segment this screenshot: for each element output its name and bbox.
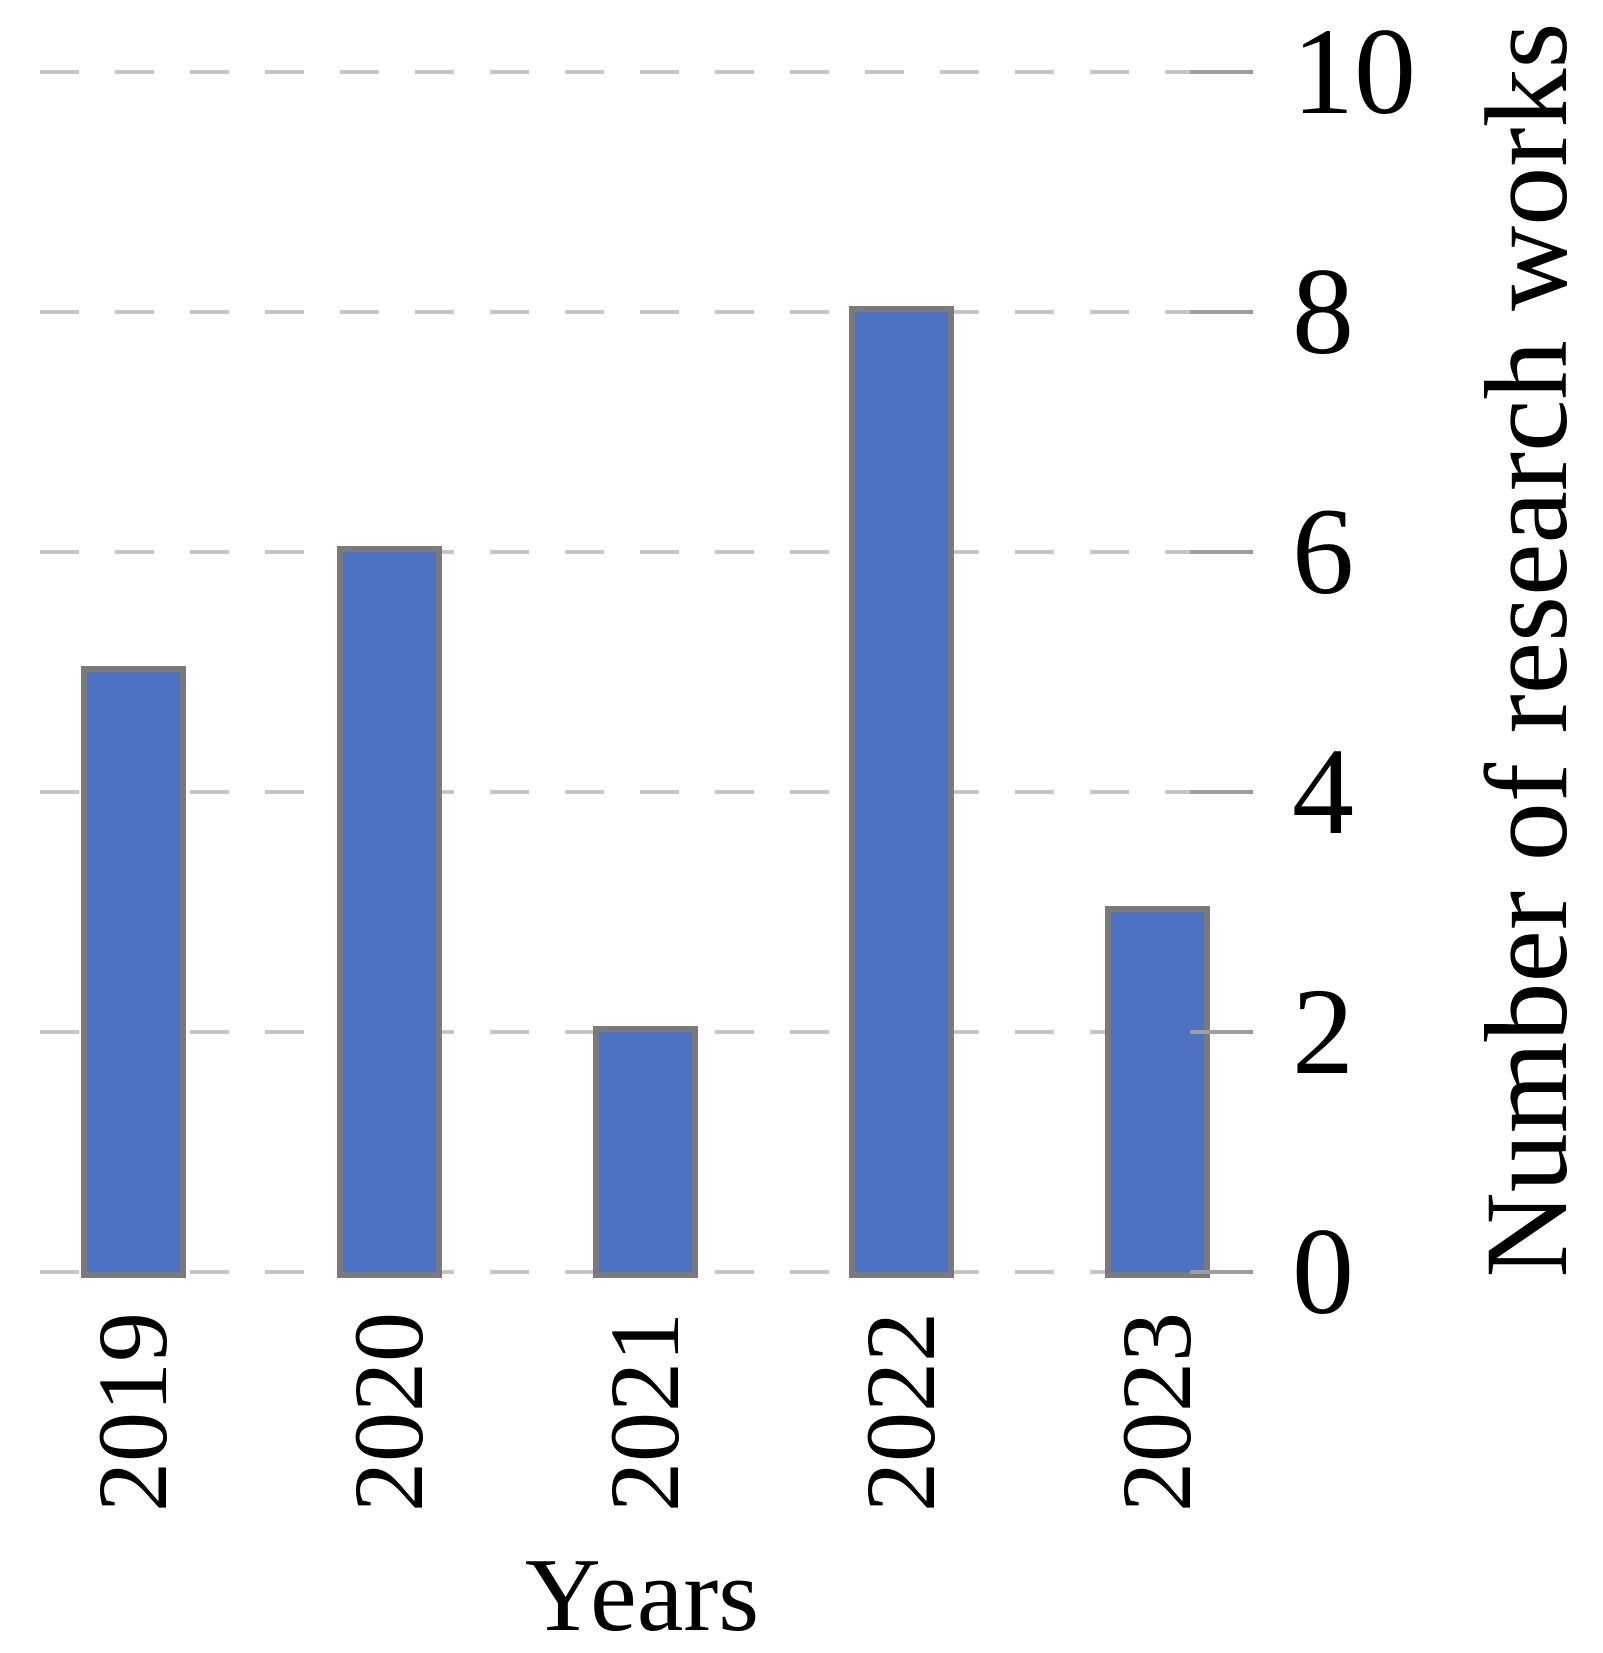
y-tick-0 bbox=[1190, 1270, 1253, 1274]
y-tick-6 bbox=[1190, 550, 1253, 554]
bar-2019 bbox=[80, 666, 186, 1278]
gridline-6 bbox=[40, 550, 1205, 554]
y-tick-8 bbox=[1190, 310, 1253, 314]
y-tick-label-8: 8 bbox=[1292, 243, 1354, 380]
y-tick-label-0: 0 bbox=[1292, 1203, 1354, 1340]
y-tick-label-2: 2 bbox=[1292, 963, 1354, 1100]
gridline-10 bbox=[40, 70, 1205, 74]
x-tick-label-2022: 2022 bbox=[845, 1312, 956, 1512]
y-tick-10 bbox=[1190, 70, 1253, 74]
bar-2023 bbox=[1104, 906, 1210, 1278]
y-tick-label-4: 4 bbox=[1292, 723, 1354, 860]
gridline-8 bbox=[40, 310, 1205, 314]
x-tick-label-2020: 2020 bbox=[333, 1312, 444, 1512]
y-tick-4 bbox=[1190, 790, 1253, 794]
bar-2020 bbox=[336, 546, 442, 1278]
y-tick-label-10: 10 bbox=[1292, 3, 1416, 140]
y-tick-2 bbox=[1190, 1030, 1253, 1034]
bar-2022 bbox=[848, 306, 954, 1278]
x-tick-label-2019: 2019 bbox=[77, 1312, 188, 1512]
x-axis-label: Years bbox=[524, 1536, 760, 1653]
bar-2021 bbox=[592, 1026, 698, 1278]
y-tick-label-6: 6 bbox=[1292, 483, 1354, 620]
gridline-4 bbox=[40, 790, 1205, 794]
x-tick-label-2023: 2023 bbox=[1101, 1312, 1212, 1512]
x-tick-label-2021: 2021 bbox=[589, 1312, 700, 1512]
y-axis-label: Number of research works bbox=[1461, 22, 1592, 1278]
